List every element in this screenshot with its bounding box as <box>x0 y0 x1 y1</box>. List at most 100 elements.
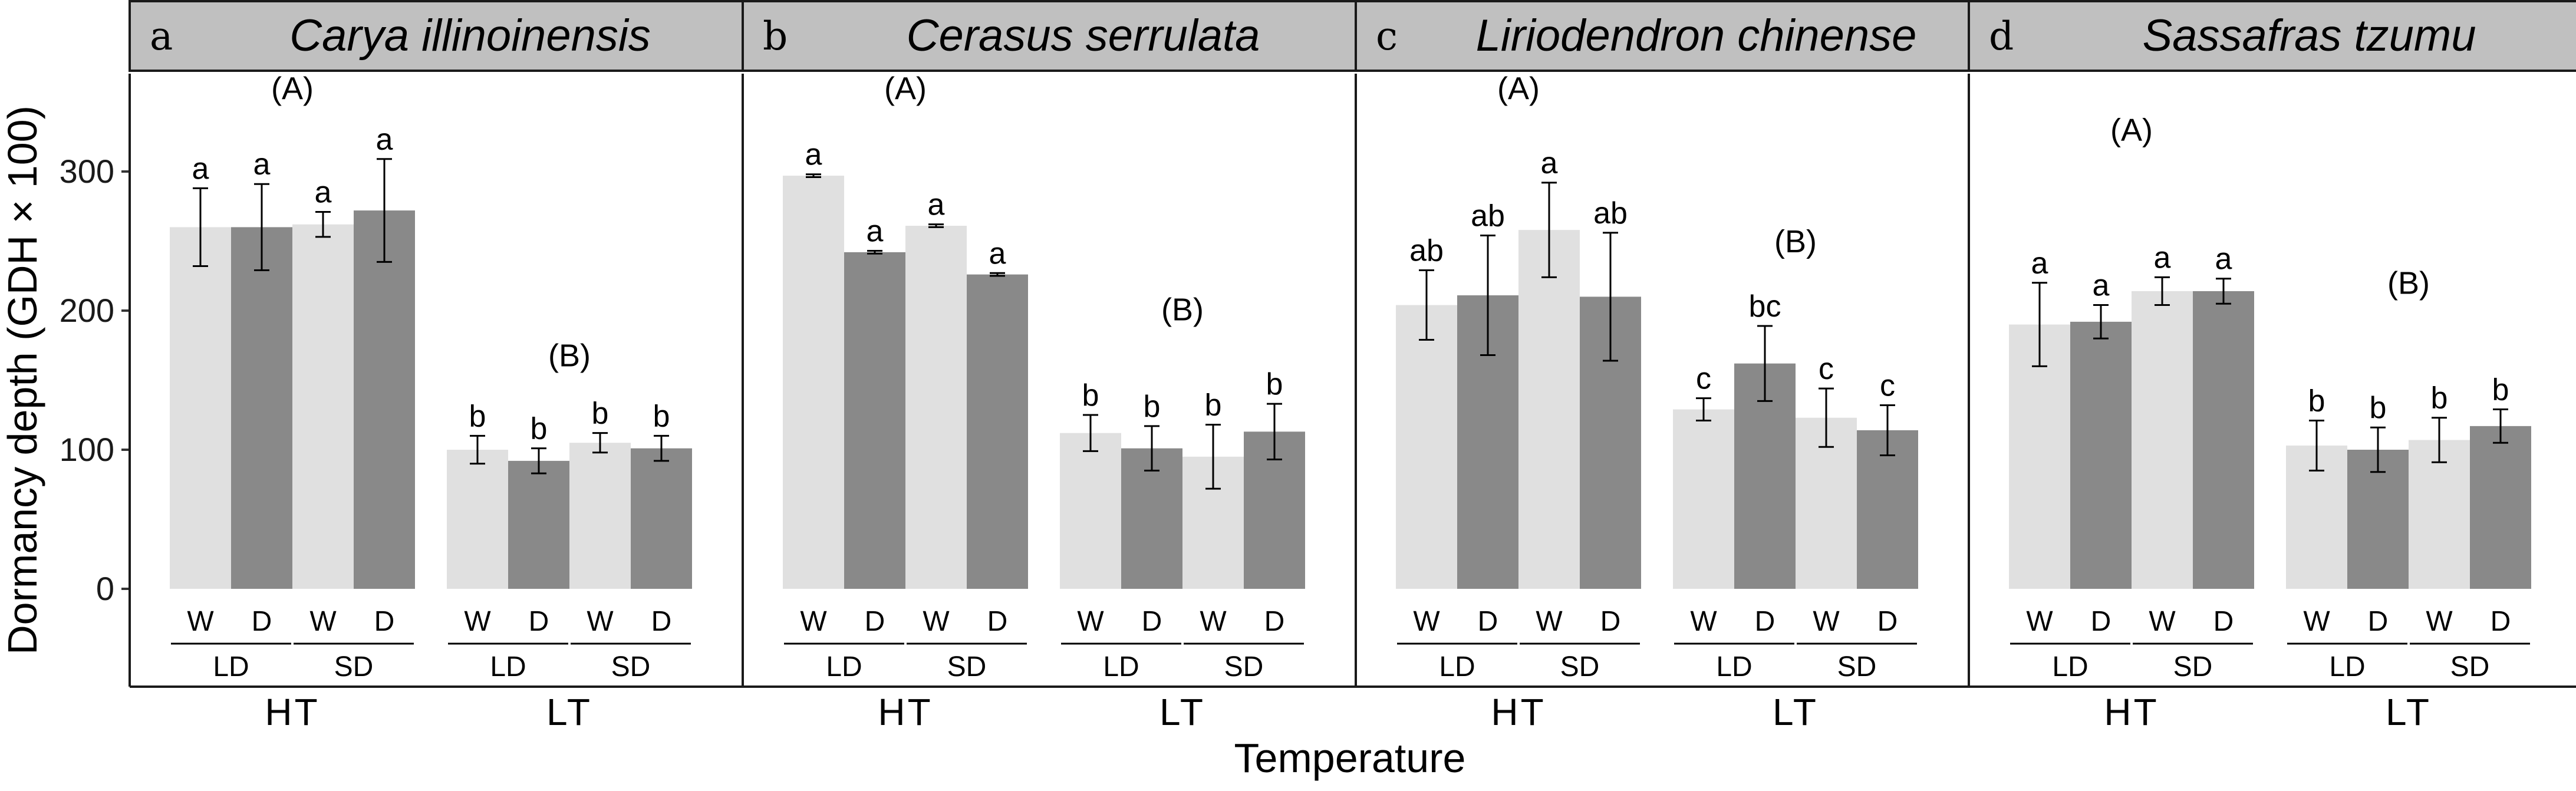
photoperiod-label: SD <box>2450 651 2490 683</box>
group-LT: c Wbc Dc Wc D (B) LD SD LT <box>1673 224 1918 733</box>
bar <box>2193 291 2254 589</box>
panel-d: d Sassafras tzumu a Wa Da Wa D (A) LD SD HT b Wb Db Wb… <box>1968 0 2576 733</box>
y-tick-label: 200 <box>60 292 114 329</box>
photoperiod-label: LD <box>1103 651 1139 683</box>
bar-category-label: W <box>187 606 214 637</box>
panel-species: Cerasus serrulata <box>907 11 1260 61</box>
y-tick-label: 300 <box>60 153 114 190</box>
significance-letter: a <box>2031 246 2048 281</box>
photoperiod-label: LD <box>213 651 249 683</box>
panel-a: a Carya illinoinensis a Wa Da Wa D (A) LD SD HT b Wb… <box>129 0 747 733</box>
photoperiod-label: SD <box>334 651 374 683</box>
panel-strip <box>1355 0 1973 72</box>
y-axis-title: Dormancy depth (GDH × 100) <box>0 106 45 655</box>
bar-category-label: D <box>2491 606 2511 637</box>
significance-letter: b <box>531 412 548 446</box>
bar <box>2347 450 2409 589</box>
group-HT: a Wa Da Wa D (A) LD SD HT <box>2009 113 2254 733</box>
bar <box>1673 409 1734 589</box>
bar-category-label: D <box>1142 606 1162 637</box>
temperature-label: LT <box>2386 691 2432 733</box>
group-label: (B) <box>2387 266 2430 301</box>
panel-letter: b <box>763 14 788 59</box>
significance-letter: a <box>376 123 393 157</box>
bar <box>905 226 967 589</box>
bar <box>508 460 569 589</box>
significance-letter: a <box>192 151 209 186</box>
photoperiod-label: LD <box>826 651 862 683</box>
significance-letter: a <box>2154 240 2171 275</box>
significance-letter: a <box>989 236 1006 271</box>
photoperiod-label: LD <box>2329 651 2365 683</box>
bar <box>2409 440 2470 589</box>
bar <box>569 443 631 589</box>
significance-letter: a <box>315 175 332 209</box>
bar-category-label: W <box>1413 606 1440 637</box>
bar <box>1518 230 1580 589</box>
significance-letter: a <box>2215 242 2232 276</box>
photoperiod-label: LD <box>490 651 526 683</box>
group-label: (B) <box>548 338 591 373</box>
panel-strip <box>742 0 1360 72</box>
bar-category-label: W <box>464 606 491 637</box>
bar-category-label: W <box>2426 606 2453 637</box>
bar <box>231 227 292 589</box>
bar-category-label: D <box>529 606 549 637</box>
bar-category-label: W <box>2149 606 2176 637</box>
bar <box>292 224 354 589</box>
bar-category-label: D <box>1877 606 1898 637</box>
bar-category-label: W <box>1536 606 1563 637</box>
temperature-label: HT <box>265 691 319 733</box>
bar <box>2132 291 2193 589</box>
photoperiod-label: SD <box>1560 651 1600 683</box>
group-HT: a Wa Da Wa D (A) LD SD HT <box>170 71 415 733</box>
group-label: (A) <box>1497 71 1540 106</box>
bar-category-label: D <box>987 606 1008 637</box>
bar <box>2009 324 2070 589</box>
bar <box>354 210 415 589</box>
significance-letter: c <box>1696 362 1711 396</box>
bar-category-label: W <box>1813 606 1840 637</box>
significance-letter: c <box>1819 352 1834 386</box>
group-HT: ab Wab Da Wab D (A) LD SD HT <box>1396 71 1641 733</box>
significance-letter: ab <box>1593 196 1628 230</box>
bar <box>2070 321 2132 589</box>
significance-letter: c <box>1880 368 1895 403</box>
bar-category-label: D <box>252 606 272 637</box>
y-tick-label: 100 <box>60 431 114 468</box>
bar <box>631 448 692 589</box>
significance-letter: b <box>1266 367 1283 401</box>
bar-category-label: W <box>923 606 950 637</box>
bar-category-label: W <box>1200 606 1227 637</box>
temperature-label: LT <box>1159 691 1205 733</box>
significance-letter: b <box>469 399 486 433</box>
panel-species: Liriodendron chinense <box>1476 11 1917 61</box>
group-label: (A) <box>2110 113 2153 148</box>
significance-letter: a <box>928 188 945 222</box>
group-HT: a Wa Da Wa D (A) LD SD HT <box>783 71 1028 733</box>
bar-category-label: W <box>309 606 337 637</box>
panel-species: Sassafras tzumu <box>2143 11 2476 61</box>
temperature-label: LT <box>546 691 592 733</box>
significance-letter: b <box>2492 373 2509 407</box>
group-LT: b Wb Db Wb D (B) LD SD LT <box>447 338 692 733</box>
y-axis: Dormancy depth (GDH × 100) 0 100 200 300 <box>0 106 130 655</box>
x-axis-title: Temperature <box>1234 735 1466 781</box>
group-label: (A) <box>884 71 927 106</box>
temperature-label: HT <box>878 691 933 733</box>
photoperiod-label: SD <box>611 651 651 683</box>
panel-strip <box>129 0 747 72</box>
significance-letter: b <box>2308 384 2325 418</box>
panel-letter: c <box>1376 14 1398 59</box>
bar <box>844 252 905 589</box>
panel-letter: a <box>150 14 173 59</box>
bar <box>447 450 508 589</box>
temperature-label: HT <box>2104 691 2159 733</box>
bar-category-label: W <box>2303 606 2330 637</box>
bar-category-label: D <box>651 606 672 637</box>
bar <box>170 227 231 589</box>
significance-letter: a <box>805 138 822 172</box>
bar-category-label: D <box>1600 606 1621 637</box>
bar <box>1060 433 1121 589</box>
